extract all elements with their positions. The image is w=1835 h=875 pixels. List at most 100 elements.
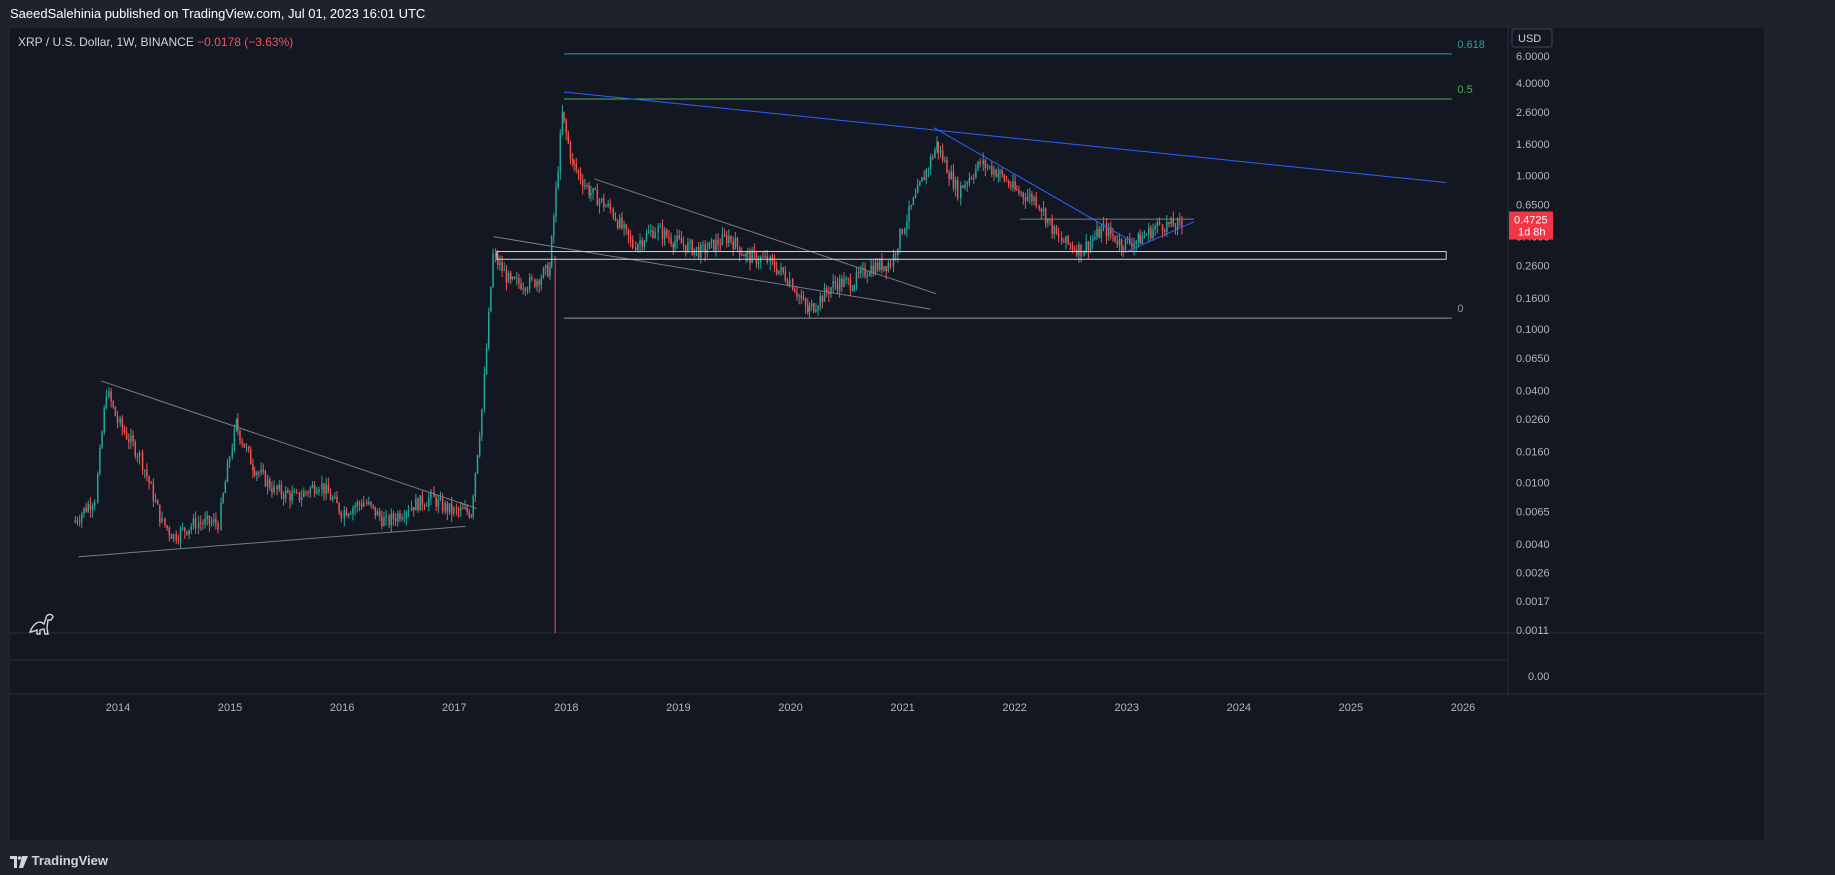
candle-body [264, 471, 267, 487]
candle-body [1078, 244, 1080, 256]
candle-body [629, 235, 632, 240]
candle-body [666, 229, 668, 237]
candle-body [116, 416, 119, 423]
candle-body [464, 507, 466, 509]
candle-body [260, 469, 262, 473]
candle-body [819, 296, 821, 307]
candle-body [1053, 225, 1056, 234]
candle-body [847, 278, 850, 280]
candle-body [876, 262, 879, 270]
candle-body [134, 441, 136, 457]
candle-body [995, 169, 997, 177]
chart-area[interactable]: 0.618 0.5 0 6.0000 4.0000 2.6000 1.6000 1.0000… [10, 28, 1764, 840]
candle-body [1139, 233, 1141, 244]
candle-body [919, 181, 921, 186]
candle-body [250, 449, 252, 465]
candle-body [161, 517, 163, 523]
candle-body [986, 166, 989, 168]
candle-body [834, 281, 837, 284]
candle-body [927, 168, 930, 170]
trendline [933, 127, 1133, 243]
candle-body [605, 205, 607, 208]
candle-body [950, 171, 953, 180]
candle-body [293, 491, 296, 493]
candle-body [780, 267, 782, 271]
candle-body [430, 491, 432, 498]
candle-body [1055, 225, 1058, 234]
candle-body [177, 540, 180, 542]
candle-body [1073, 249, 1076, 251]
candle-body [1181, 220, 1183, 227]
candle-body [360, 504, 363, 507]
candle-body [271, 488, 273, 493]
price-tick-label: 0.0040 [1516, 539, 1550, 551]
candle-body [483, 373, 486, 410]
candle-body [612, 208, 615, 218]
candle-body [340, 512, 343, 519]
candle-body [1174, 226, 1177, 229]
candle-body [123, 428, 126, 433]
candle-body [478, 436, 481, 456]
candle-body [1007, 181, 1010, 186]
candle-body [728, 235, 730, 244]
candle-body [466, 507, 468, 512]
tradingview-brand[interactable]: TradingView [10, 853, 108, 868]
candle-body [403, 517, 405, 519]
candle-body [691, 240, 693, 255]
candle-body [968, 178, 971, 184]
candle-body [365, 502, 368, 505]
candle-body [598, 200, 601, 206]
candle-body [1137, 233, 1140, 241]
candle-body [394, 519, 397, 522]
candle-body [991, 166, 993, 175]
candle-body [584, 185, 586, 187]
candle-body [1020, 192, 1022, 194]
candle-body [567, 132, 570, 143]
candle-body [952, 171, 955, 189]
candle-body [108, 391, 110, 397]
candle-body [817, 306, 819, 310]
candle-body [105, 396, 108, 408]
candle-body [843, 278, 845, 287]
dino-icon[interactable] [28, 613, 54, 635]
candle-body [372, 504, 374, 507]
candle-body [91, 505, 94, 510]
price-tick-label: 0.1600 [1516, 293, 1550, 305]
candle-body [853, 285, 856, 291]
candle-body [625, 224, 628, 229]
candle-body [303, 491, 305, 497]
candle-body [975, 168, 977, 178]
candle-body [437, 499, 440, 507]
candle-body [906, 221, 908, 229]
candle-body [734, 238, 737, 250]
candle-body [764, 256, 766, 258]
candle-body [639, 240, 641, 245]
trendline [78, 525, 466, 558]
time-tick-label: 2014 [106, 702, 130, 714]
candle-body [682, 243, 685, 246]
candle-body [695, 246, 698, 249]
candle-body [159, 504, 161, 523]
price-tick-label: 0.0400 [1516, 385, 1550, 397]
price-tick-label: 0.6500 [1516, 199, 1550, 211]
candle-body [828, 292, 830, 295]
candle-body [621, 217, 623, 228]
candle-body [571, 159, 574, 161]
candle-body [719, 244, 721, 246]
candle-body [652, 230, 654, 238]
candle-body [1166, 221, 1168, 233]
candle-body [222, 493, 224, 503]
candle-body [1047, 218, 1049, 223]
price-chart[interactable]: 0.618 0.5 0 6.0000 4.0000 2.6000 1.6000 1.0000… [10, 28, 1764, 840]
candle-body [851, 290, 854, 292]
candle-body [741, 254, 743, 256]
candle-body [710, 239, 713, 243]
candle-body [228, 457, 231, 463]
candle-body [262, 469, 265, 472]
currency-box [1511, 28, 1553, 48]
candle-body [1163, 230, 1166, 233]
candle-body [823, 287, 826, 302]
candle-body [150, 482, 152, 484]
candle-body [206, 515, 208, 519]
candle-body [637, 244, 639, 251]
